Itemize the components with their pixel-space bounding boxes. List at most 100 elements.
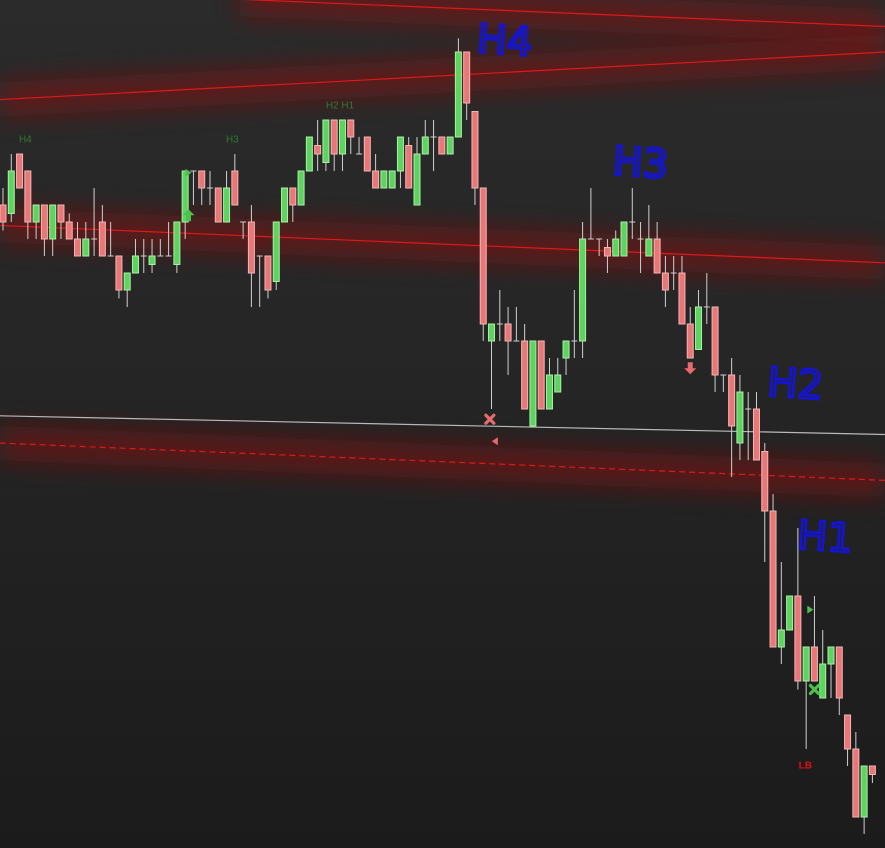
candle bbox=[214, 187, 222, 223]
candle bbox=[678, 256, 686, 325]
candle bbox=[82, 222, 90, 257]
candle bbox=[7, 154, 15, 222]
candle-body-down bbox=[471, 111, 479, 189]
candle-body-down bbox=[678, 272, 686, 325]
candle-body-up bbox=[131, 255, 139, 274]
candle-body-up bbox=[123, 272, 131, 291]
candle bbox=[314, 120, 322, 171]
candle bbox=[157, 239, 164, 257]
candle bbox=[670, 256, 677, 290]
candle-body-down bbox=[330, 119, 338, 155]
candle bbox=[504, 307, 512, 375]
handwritten-annotation: H3 bbox=[611, 139, 670, 189]
candle bbox=[521, 324, 529, 410]
candle bbox=[0, 188, 7, 231]
candle bbox=[562, 340, 570, 375]
candle-body-up bbox=[488, 323, 496, 342]
candle bbox=[198, 170, 206, 205]
candle-body-down bbox=[835, 646, 843, 699]
candle-body-down bbox=[686, 323, 694, 359]
pattern-label: H2 H1 bbox=[326, 101, 355, 112]
candle bbox=[661, 256, 669, 307]
candle bbox=[868, 765, 876, 783]
candle bbox=[405, 137, 413, 189]
candle bbox=[860, 765, 868, 834]
candle bbox=[131, 239, 139, 274]
candle-body-up bbox=[736, 391, 744, 444]
candle-body-down bbox=[794, 595, 802, 682]
candle bbox=[281, 187, 289, 223]
candle-body-up bbox=[49, 204, 57, 240]
candle bbox=[347, 119, 355, 154]
handwritten-annotations: H4 H3 H2 H1 bbox=[474, 15, 856, 564]
candle bbox=[74, 222, 82, 257]
candle-body-up bbox=[529, 340, 537, 427]
candle-body-down bbox=[98, 221, 106, 257]
candle-body-down bbox=[752, 408, 760, 461]
candle bbox=[513, 307, 520, 342]
candle-body-up bbox=[819, 663, 827, 699]
candle bbox=[786, 595, 794, 631]
candle-body-up bbox=[620, 221, 628, 257]
candle-body-down bbox=[289, 187, 297, 206]
candle-body-down bbox=[463, 51, 471, 104]
candle-body-up bbox=[413, 153, 421, 206]
candle bbox=[496, 290, 503, 341]
pattern-labels: H4 H3 H2 H1 LB bbox=[19, 101, 812, 772]
triangle-left-icon bbox=[491, 437, 498, 446]
candle bbox=[372, 154, 380, 189]
trendline-0 bbox=[242, 0, 885, 28]
candle-body-down bbox=[363, 136, 371, 172]
trendline-2 bbox=[0, 224, 885, 264]
candle-body-down bbox=[115, 255, 123, 291]
candle-body-down bbox=[711, 306, 719, 376]
candle bbox=[479, 187, 487, 341]
candle-body-up bbox=[380, 170, 388, 189]
candle bbox=[454, 38, 462, 138]
candle bbox=[240, 221, 247, 239]
candle-body-down bbox=[603, 247, 611, 257]
candle bbox=[430, 120, 437, 171]
candle bbox=[305, 136, 313, 172]
candles bbox=[0, 38, 876, 834]
candle bbox=[695, 290, 703, 350]
arrow-up-icon bbox=[182, 209, 195, 222]
candle bbox=[653, 222, 661, 274]
candle-body-up bbox=[777, 629, 785, 648]
candle bbox=[148, 239, 156, 273]
candle-body-down bbox=[0, 204, 7, 223]
candle bbox=[827, 646, 835, 698]
candle-body-up bbox=[786, 595, 794, 631]
triangle-right-icon bbox=[185, 168, 192, 177]
candle-body-down bbox=[810, 646, 818, 682]
candle bbox=[471, 111, 479, 205]
candle-body-up bbox=[82, 238, 90, 257]
candle bbox=[91, 188, 98, 256]
candle-body-up bbox=[223, 187, 231, 223]
candle bbox=[322, 119, 330, 171]
candle bbox=[256, 255, 263, 307]
candle bbox=[438, 136, 446, 155]
candle bbox=[728, 358, 736, 477]
trendline-4 bbox=[0, 442, 885, 481]
candle bbox=[165, 222, 172, 257]
candle bbox=[645, 205, 653, 257]
candle bbox=[571, 290, 578, 358]
candle-body-down bbox=[769, 510, 777, 648]
candle-body-up bbox=[645, 238, 653, 257]
handwritten-annotation: H1 bbox=[796, 513, 855, 563]
candle-body-down bbox=[247, 221, 255, 274]
candle bbox=[603, 239, 611, 273]
candle bbox=[463, 51, 471, 120]
candle bbox=[24, 170, 32, 239]
candle-body-down bbox=[844, 714, 852, 750]
handwritten-annotation: H2 bbox=[766, 360, 825, 410]
candle-body-up bbox=[421, 136, 429, 155]
candle-body-down bbox=[231, 170, 239, 206]
candle bbox=[488, 323, 496, 409]
candle-body-down bbox=[479, 187, 487, 325]
candle-body-down bbox=[537, 340, 545, 410]
candle bbox=[380, 170, 388, 189]
candle bbox=[140, 239, 147, 273]
